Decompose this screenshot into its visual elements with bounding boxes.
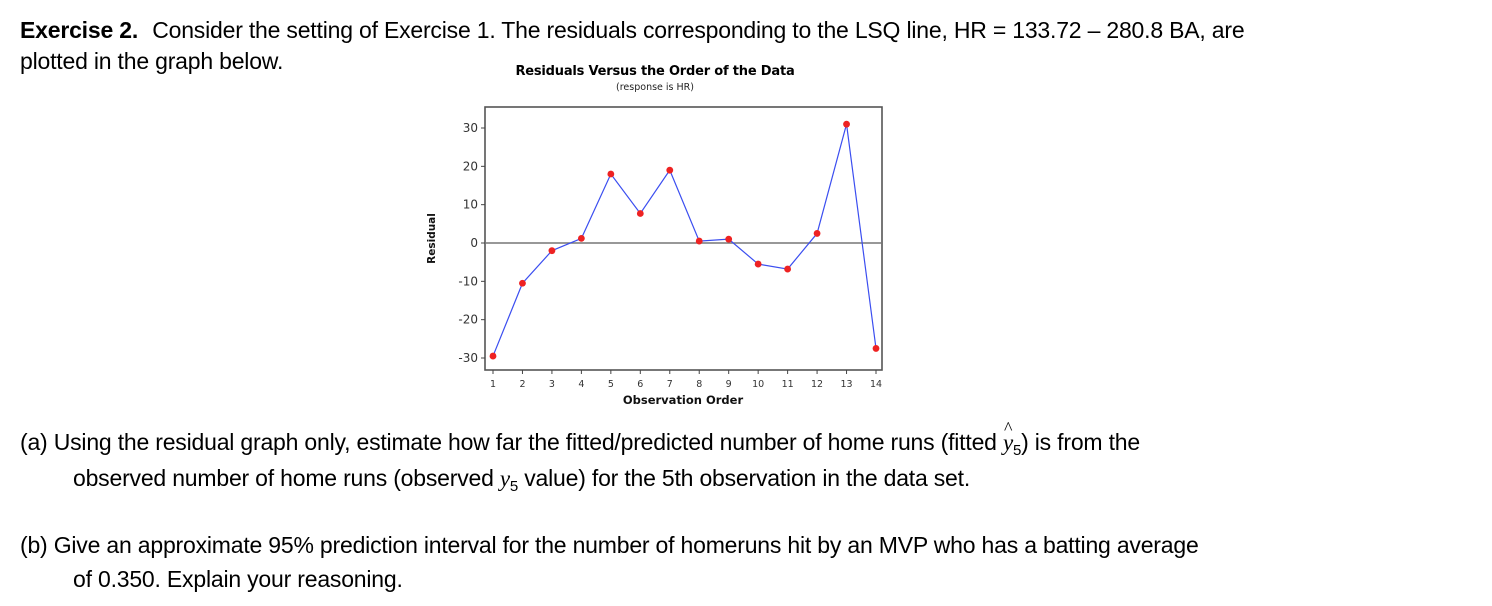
exercise-label: Exercise 2. xyxy=(20,17,139,43)
residual-point xyxy=(519,279,526,287)
residual-point xyxy=(489,352,497,360)
x-tick-label: 9 xyxy=(726,379,732,390)
y-tick-label: -10 xyxy=(458,274,478,288)
residual-point xyxy=(577,235,585,242)
x-tick-label: 5 xyxy=(608,379,614,390)
residual-point xyxy=(695,237,703,245)
subscript: 5 xyxy=(509,478,519,495)
y-symbol: y xyxy=(499,466,510,491)
x-tick-label: 6 xyxy=(637,379,643,390)
exercise-intro-text: Consider the setting of Exercise 1. The … xyxy=(152,17,1245,43)
residual-point xyxy=(813,230,821,237)
question-b-line2: of 0.350. Explain your reasoning. xyxy=(73,566,403,592)
x-tick-label: 10 xyxy=(752,379,764,390)
x-axis-label: Observation Order xyxy=(623,393,744,407)
x-tick-label: 13 xyxy=(840,379,852,390)
chart-subtitle: (response is HR) xyxy=(616,82,694,93)
residuals-chart: Residuals Versus the Order of the Data (… xyxy=(395,60,915,415)
residual-point xyxy=(784,265,792,273)
x-tick-label: 8 xyxy=(696,379,702,390)
residual-point xyxy=(843,120,850,128)
residual-point xyxy=(548,247,556,255)
exercise-intro-line1: Exercise 2. Consider the setting of Exer… xyxy=(20,17,1245,44)
y-tick-label: -20 xyxy=(458,313,478,327)
residual-point xyxy=(725,235,733,243)
y-tick-label: 20 xyxy=(463,159,478,173)
residual-point xyxy=(872,345,880,352)
y-tick-label: -30 xyxy=(458,351,478,365)
x-tick-label: 3 xyxy=(549,379,555,390)
exercise-intro-line2: plotted in the graph below. xyxy=(20,48,284,74)
chart-title: Residuals Versus the Order of the Data xyxy=(515,64,795,79)
residual-point xyxy=(754,260,762,268)
residual-point xyxy=(666,166,674,174)
y-hat-symbol: y xyxy=(1003,418,1013,456)
residual-line xyxy=(492,124,877,357)
question-a-line1: (a) Using the residual graph only, estim… xyxy=(20,418,1140,459)
x-tick-label: 2 xyxy=(519,379,525,390)
question-a-line2: observed number of home runs (observed y… xyxy=(73,465,970,495)
y-tick-label: 0 xyxy=(470,236,478,250)
question-a-text-3: observed number of home runs (observed xyxy=(73,465,500,491)
x-tick-label: 12 xyxy=(811,379,823,390)
question-a-text-4: value) for the 5th observation in the da… xyxy=(518,465,971,491)
y-axis-label: Residual xyxy=(426,213,438,264)
residual-point xyxy=(636,210,644,217)
question-a-text-1: (a) Using the residual graph only, estim… xyxy=(20,429,1003,455)
x-tick-label: 4 xyxy=(578,379,584,390)
x-tick-label: 14 xyxy=(870,379,882,390)
y-tick-label: 30 xyxy=(463,121,478,135)
question-b-line1: (b) Give an approximate 95% prediction i… xyxy=(20,532,1199,558)
x-tick-label: 1 xyxy=(490,379,496,390)
question-a-text-2: ) is from the xyxy=(1021,429,1140,455)
x-tick-label: 11 xyxy=(782,379,794,390)
residual-point xyxy=(607,170,615,178)
x-tick-label: 7 xyxy=(667,379,673,390)
y-tick-label: 10 xyxy=(463,198,478,212)
subscript: 5 xyxy=(1012,442,1022,459)
plot-frame xyxy=(484,106,883,371)
